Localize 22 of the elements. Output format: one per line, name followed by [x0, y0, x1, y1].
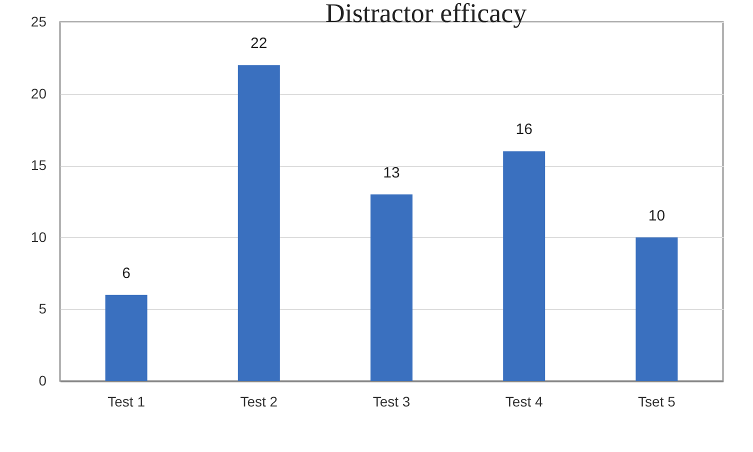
data-label: 13 [383, 164, 400, 182]
y-tick-label: 20 [30, 85, 47, 102]
y-tick-label: 15 [30, 157, 47, 174]
y-tick-label: 5 [38, 300, 47, 317]
y-tick-label: 25 [30, 14, 47, 30]
x-tick-label: Test 4 [505, 394, 543, 410]
x-tick-label: Test 1 [108, 394, 146, 410]
y-tick-label: 10 [30, 228, 47, 245]
bar [636, 237, 678, 381]
bar [503, 151, 546, 381]
bar [105, 294, 148, 381]
bar [238, 65, 280, 381]
data-label: 22 [250, 35, 268, 52]
x-tick-label: Tset 5 [638, 394, 676, 410]
data-label: 6 [122, 264, 130, 282]
chart-title: Distractor efficacy [325, 0, 528, 28]
data-label: 10 [648, 207, 666, 224]
y-tick-label: 0 [38, 372, 47, 388]
data-label: 16 [516, 121, 532, 138]
x-tick-label: Test 2 [240, 394, 278, 410]
x-tick-label: Test 3 [372, 394, 410, 410]
bar [370, 194, 412, 381]
